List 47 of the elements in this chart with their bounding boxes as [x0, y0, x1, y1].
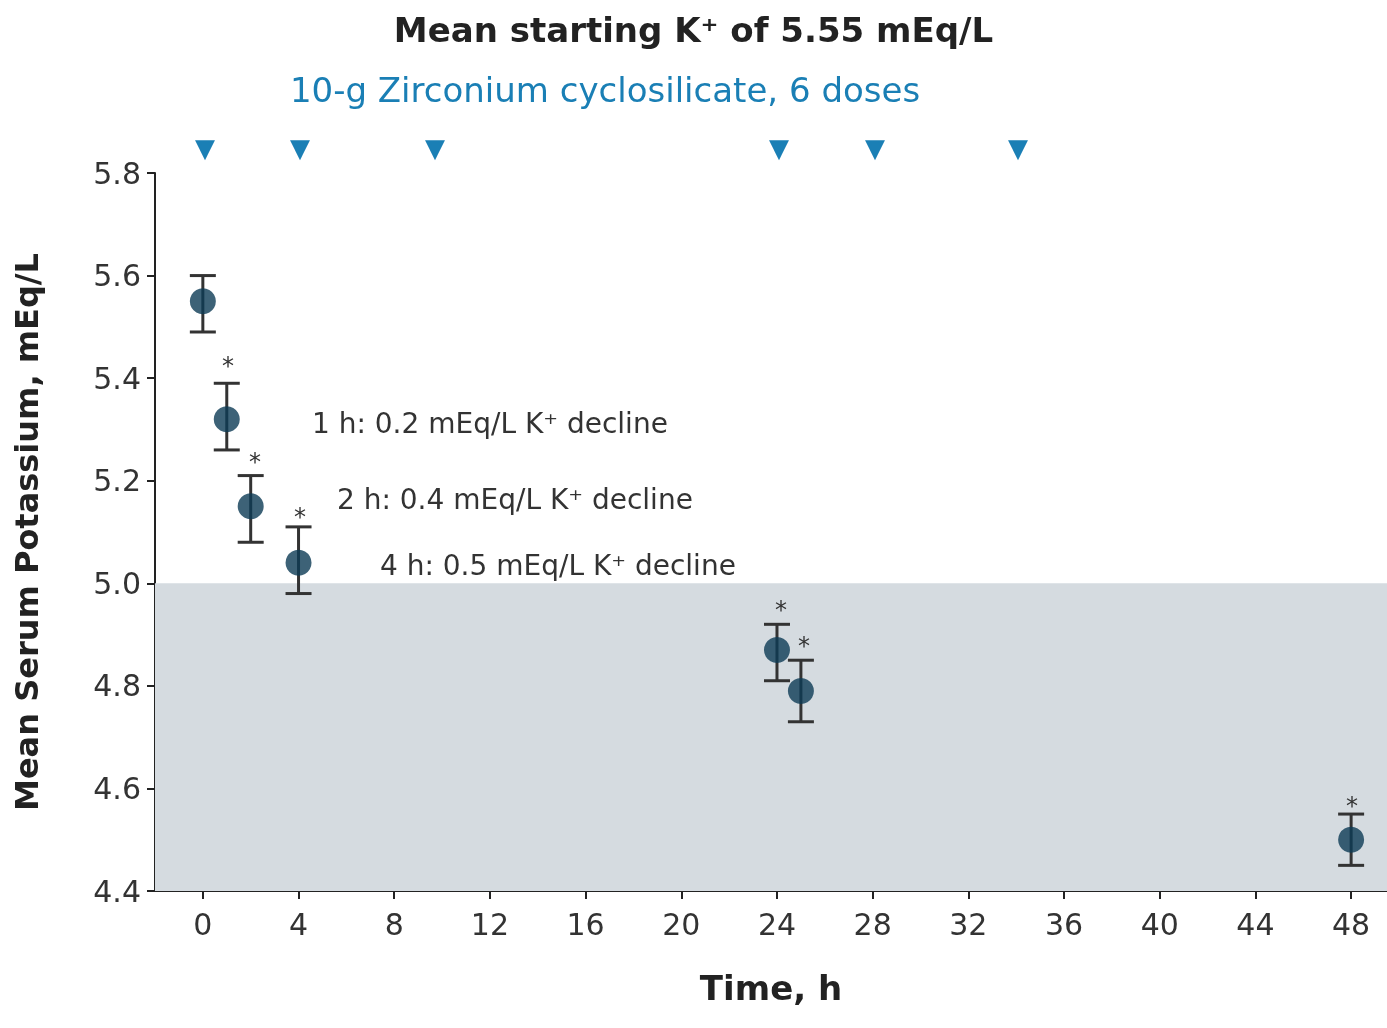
y-tick-label: 5.2	[93, 463, 141, 499]
x-axis-title: Time, h	[699, 968, 843, 1008]
x-tick-label: 28	[853, 906, 892, 942]
annotation: *	[1346, 792, 1358, 820]
chart-subtitle: 10-g Zirconium cyclosilicate, 6 doses	[289, 70, 921, 110]
annotation: *	[294, 503, 306, 531]
annotation: 2 h: 0.4 mEq/L K⁺ decline	[337, 482, 693, 516]
chart-title: Mean starting K⁺ of 5.55 mEq/L	[393, 10, 994, 50]
x-tick-label: 4	[288, 906, 309, 942]
text: ▼	[769, 133, 789, 163]
x-tick-label: 16	[566, 906, 605, 942]
text: ▼	[1008, 133, 1028, 163]
point	[285, 549, 312, 576]
annotation: *	[249, 448, 261, 476]
annotation: *	[798, 632, 810, 660]
x-tick-label: 44	[1236, 906, 1275, 942]
y-tick-label: 5.8	[93, 155, 141, 191]
x-tick-label: 32	[949, 906, 988, 942]
x-tick-label: 0	[193, 906, 213, 942]
y-tick-label: 5.6	[93, 258, 141, 294]
y-tick-label: 5.0	[93, 565, 141, 601]
y-tick-label: 4.8	[93, 668, 141, 704]
text: ▼	[195, 133, 215, 163]
y-tick-label: 4.6	[93, 770, 141, 806]
point	[787, 677, 814, 704]
annotation: *	[775, 596, 787, 624]
x-tick-label: 12	[470, 906, 510, 942]
y-axis-title: Mean Serum Potassium, mEq/L	[8, 253, 46, 811]
annotation: 4 h: 0.5 mEq/L K⁺ decline	[380, 548, 736, 582]
x-tick-label: 48	[1332, 906, 1371, 942]
annotation: 1 h: 0.2 mEq/L K⁺ decline	[312, 406, 668, 440]
y-tick-label: 5.4	[93, 360, 141, 396]
x-tick-label: 8	[384, 906, 404, 942]
point	[764, 636, 790, 663]
text: ▼	[865, 133, 885, 163]
x-tick-label: 20	[662, 906, 701, 942]
y-tick-label: 4.4	[93, 873, 141, 909]
annotation: *	[222, 352, 234, 380]
point	[237, 493, 264, 520]
point	[213, 406, 240, 433]
x-tick-label: 40	[1140, 906, 1179, 942]
point	[189, 288, 216, 315]
x-tick-label: 36	[1044, 906, 1084, 942]
point	[1338, 826, 1365, 853]
text: ▼	[425, 133, 445, 163]
x-tick-label: 24	[757, 906, 797, 942]
text: ▼	[290, 133, 310, 163]
